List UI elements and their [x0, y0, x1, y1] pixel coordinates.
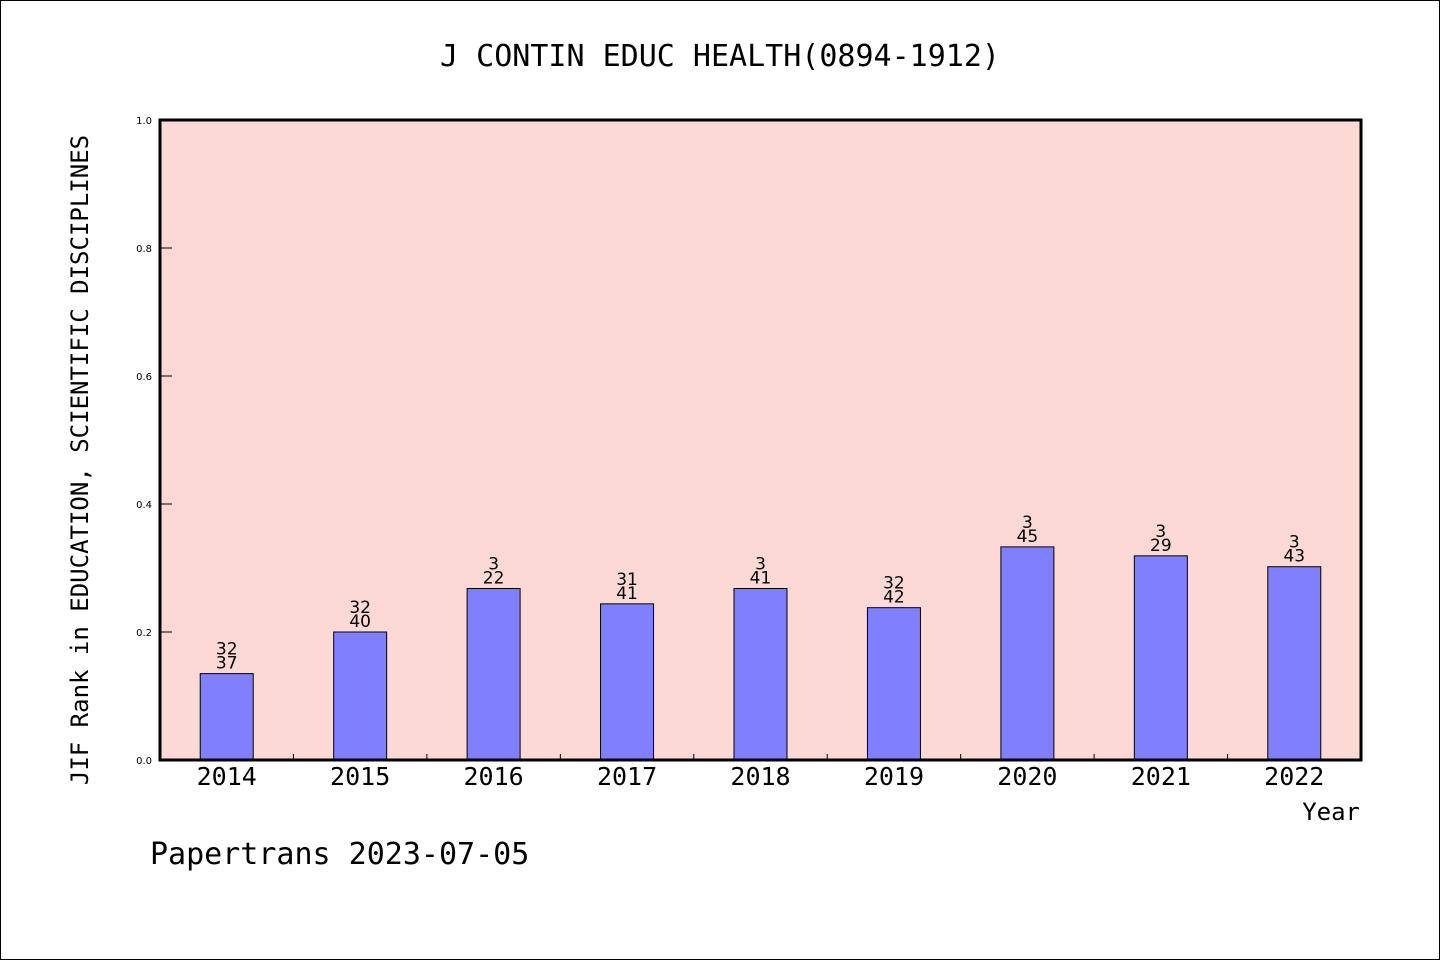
- x-tick-label: 2014: [197, 762, 257, 791]
- y-tick-label: 0.8: [136, 244, 152, 255]
- bar: [466, 587, 521, 761]
- bars: [199, 546, 1322, 761]
- bar-rank-label: 32: [883, 574, 905, 594]
- y-tick-label: 1.0: [136, 116, 152, 127]
- bar-total-label: 37: [216, 654, 238, 674]
- bar: [333, 631, 388, 761]
- bar-total-label: 22: [483, 568, 505, 588]
- bar: [600, 603, 655, 761]
- bar: [1133, 555, 1188, 761]
- bar: [866, 607, 921, 761]
- x-tick-label: 2017: [597, 762, 657, 791]
- y-tick-label: 0.2: [136, 628, 152, 639]
- bar-total-label: 42: [883, 588, 905, 608]
- bar: [1000, 546, 1055, 761]
- chart-title: J CONTIN EDUC HEALTH(0894-1912): [440, 39, 1000, 74]
- x-tick-label: 2016: [464, 762, 524, 791]
- plot-border: [158, 118, 1363, 762]
- footer-credit: Papertrans 2023-07-05: [150, 837, 529, 872]
- bar-total-label: 29: [1150, 536, 1172, 556]
- bar-rank-label: 3: [1022, 513, 1033, 533]
- y-axis: 0.0 0.2 0.4 0.6 0.8 1.0: [136, 116, 172, 767]
- x-tick-label: 2019: [864, 762, 924, 791]
- y-axis-label: JIF Rank in EDUCATION, SCIENTIFIC DISCIP…: [66, 135, 94, 785]
- bar-rank-label: 32: [349, 598, 371, 618]
- bar-total-label: 43: [1283, 547, 1305, 567]
- bar-total-label: 41: [750, 568, 772, 588]
- x-tick-label: 2015: [330, 762, 390, 791]
- bar-total-label: 40: [349, 612, 371, 632]
- bar-rank-label: 3: [755, 554, 766, 574]
- x-axis: 2014 2015 2016 2017 2018 2019 2020 2021 2022: [197, 754, 1324, 791]
- x-axis-label: Year: [1302, 798, 1360, 826]
- y-tick-label: 0.4: [136, 500, 152, 511]
- bar-rank-label: 31: [616, 570, 638, 590]
- bar-rank-label: 3: [1155, 522, 1166, 542]
- bar-rank-label: 3: [488, 554, 499, 574]
- bar: [199, 673, 254, 761]
- x-tick-label: 2018: [730, 762, 790, 791]
- x-tick-label: 2021: [1131, 762, 1191, 791]
- bar-total-label: 41: [616, 584, 638, 604]
- y-tick-label: 0.0: [136, 756, 152, 767]
- bar-total-label: 45: [1017, 527, 1039, 547]
- x-tick-label: 2020: [997, 762, 1057, 791]
- bar: [1267, 566, 1322, 761]
- bar: [733, 587, 788, 761]
- bar-rank-label: 3: [1289, 533, 1300, 553]
- y-tick-label: 0.6: [136, 372, 152, 383]
- bar-rank-label: 32: [216, 640, 238, 660]
- x-tick-label: 2022: [1264, 762, 1324, 791]
